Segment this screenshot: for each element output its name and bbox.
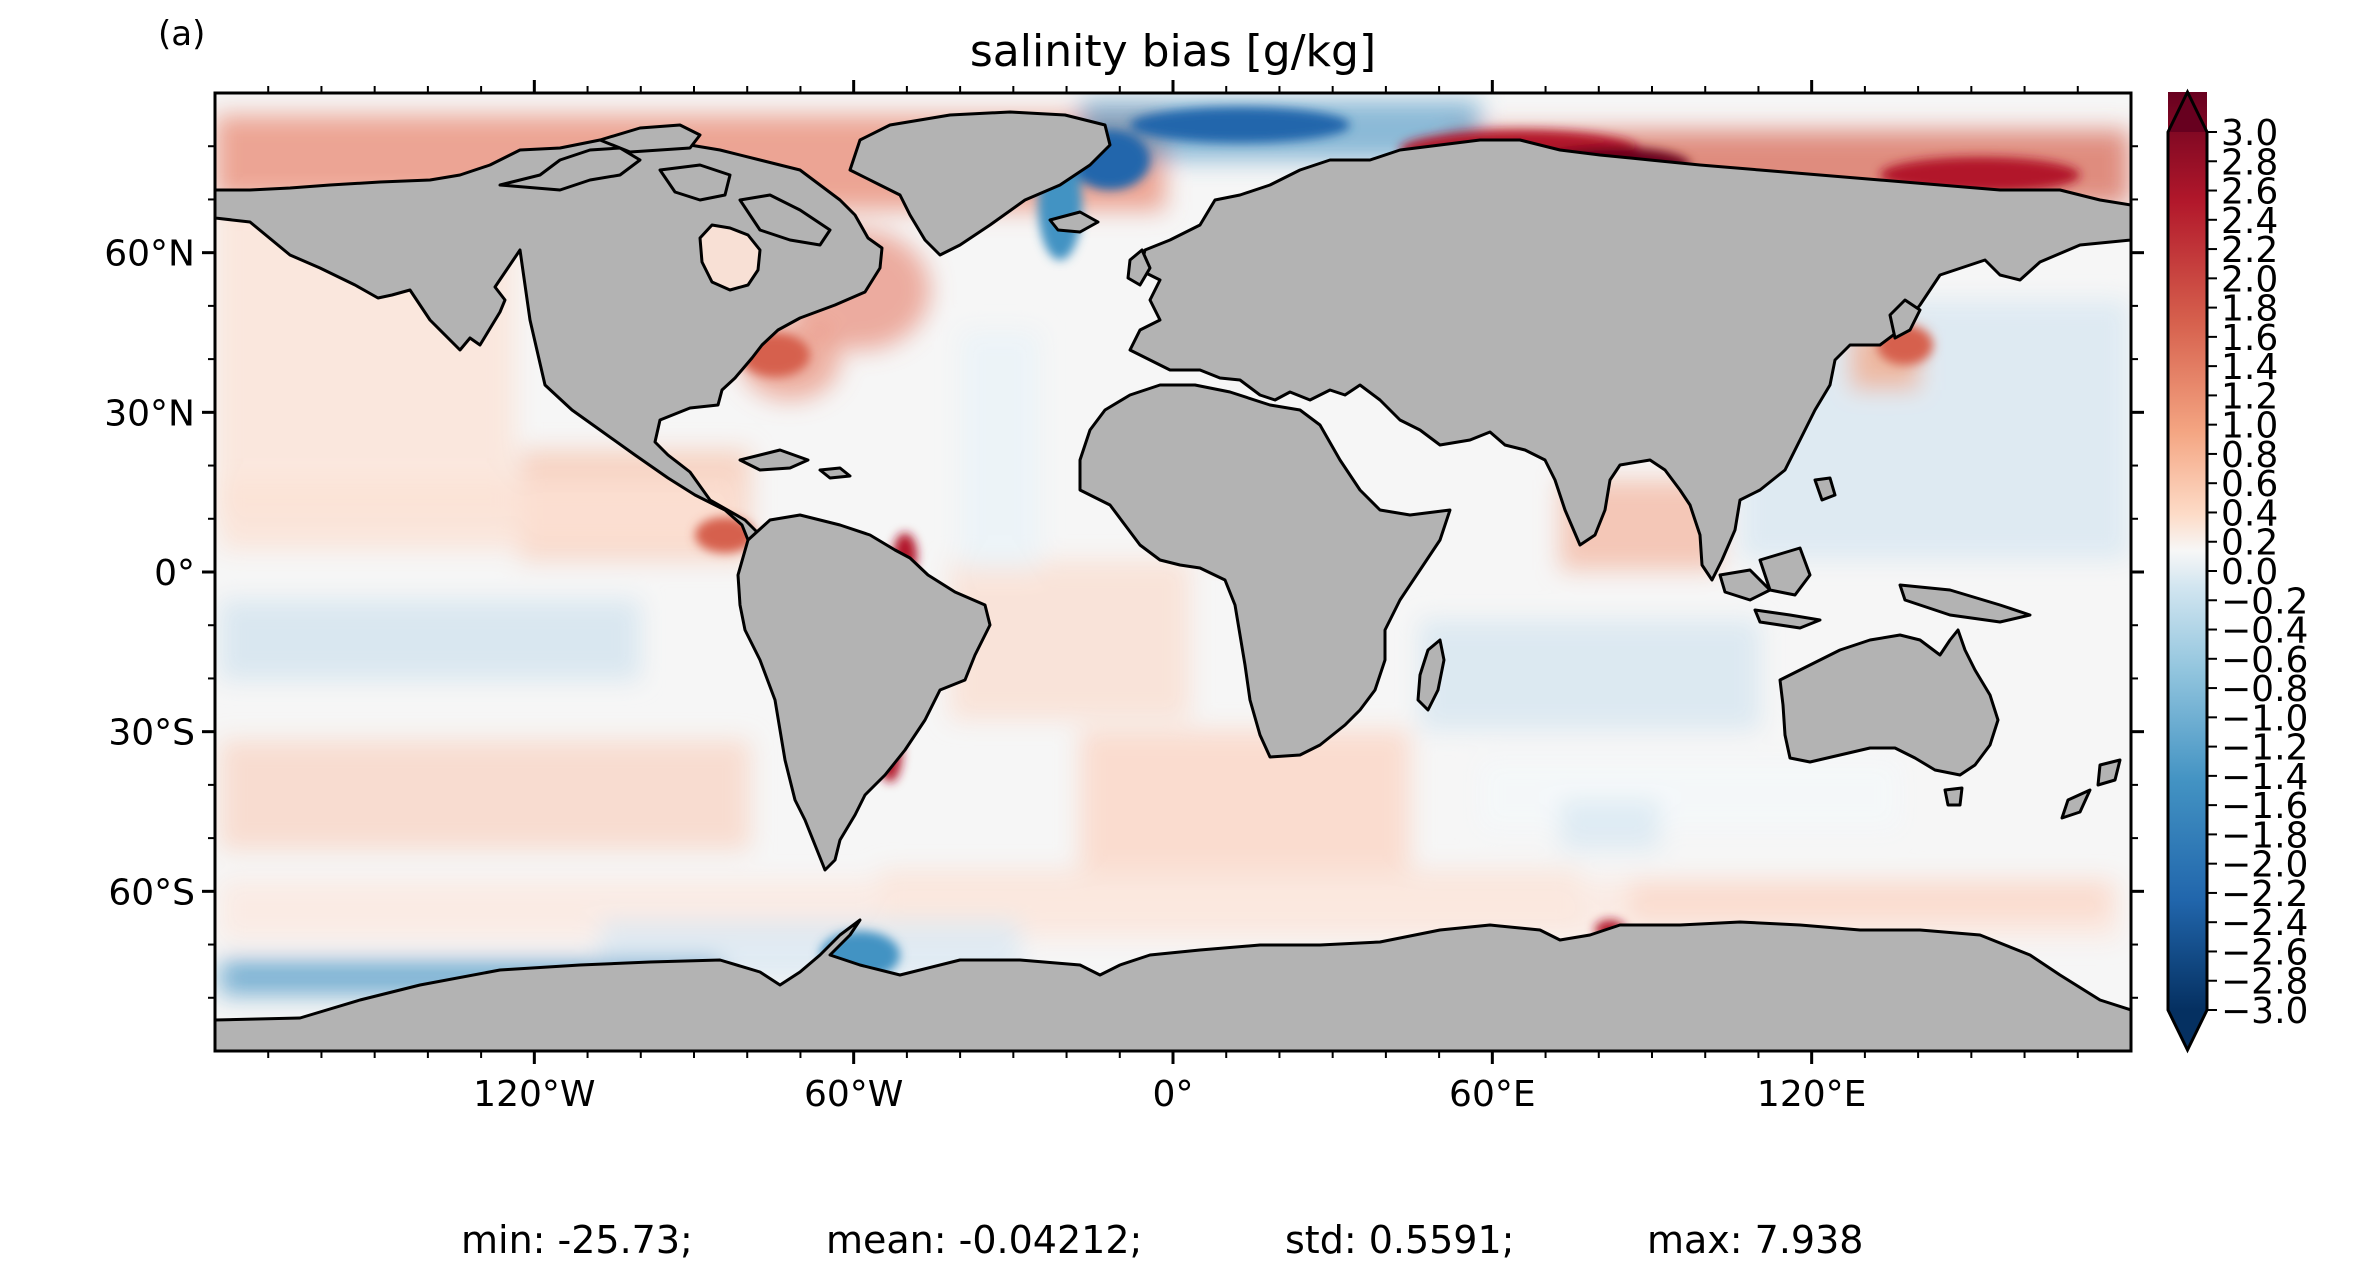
colorbar-tick-label: −2.0 bbox=[2221, 845, 2308, 886]
stat-std: std: 0.5591; bbox=[1285, 1218, 1514, 1262]
colorbar-tick-label: 1.2 bbox=[2221, 376, 2278, 417]
colorbar-tick-label: 0.4 bbox=[2221, 493, 2278, 534]
map-area bbox=[215, 93, 2131, 1051]
antarctica bbox=[215, 918, 2131, 1051]
colorbar-tick-label: −1.2 bbox=[2221, 728, 2308, 769]
colorbar-tick-label: −2.8 bbox=[2221, 962, 2308, 1003]
colorbar-tick-label: 0.6 bbox=[2221, 464, 2278, 505]
south-america bbox=[736, 513, 992, 872]
map-title: salinity bias [g/kg] bbox=[970, 26, 1376, 77]
lon-tick-label: 60°E bbox=[1449, 1074, 1536, 1115]
colorbar-ticks: 3.02.82.62.42.22.01.81.61.41.21.00.80.60… bbox=[2207, 113, 2308, 1032]
colorbar-tick-label: 2.2 bbox=[2221, 230, 2278, 271]
colorbar-tick-label: 0.8 bbox=[2221, 435, 2278, 476]
colorbar-tick-label: −2.6 bbox=[2221, 932, 2308, 973]
lon-tick-label: 60°W bbox=[804, 1074, 903, 1115]
colorbar-extend-min bbox=[2168, 1010, 2207, 1050]
colorbar-tick-label: −0.8 bbox=[2221, 669, 2308, 710]
map-axes: 120°W 60°W 0° 60°E 120°E 60°N 30°N 0° 30°S 60°S bbox=[104, 80, 2144, 1115]
colorbar-tick-label: −2.4 bbox=[2221, 903, 2308, 944]
lat-tick-label: 0° bbox=[154, 553, 195, 594]
colorbar-tick-label: 2.8 bbox=[2221, 142, 2278, 183]
stat-min: min: -25.73; bbox=[461, 1218, 693, 1262]
colorbar-tick-label: −0.4 bbox=[2221, 611, 2308, 652]
lon-tick-label: 120°W bbox=[473, 1074, 595, 1115]
summary-stats: min: -25.73; mean: -0.04212; std: 0.5591… bbox=[461, 1218, 1863, 1262]
colorbar-tick-label: 3.0 bbox=[2221, 113, 2278, 154]
colorbar-tick-label: −0.6 bbox=[2221, 640, 2308, 681]
colorbar-tick-label: −1.8 bbox=[2221, 815, 2308, 856]
colorbar-extend-max bbox=[2168, 92, 2207, 132]
colorbar-tick-label: −2.2 bbox=[2221, 874, 2308, 915]
arctic-archipelago bbox=[498, 146, 642, 192]
lat-tick-label: 30°N bbox=[104, 393, 195, 434]
colorbar-tick-label: 1.4 bbox=[2221, 347, 2278, 388]
colorbar-tick-label: 0.0 bbox=[2221, 552, 2278, 593]
lon-tick-label: 120°E bbox=[1757, 1074, 1866, 1115]
colorbar-tick-label: 2.0 bbox=[2221, 259, 2278, 300]
africa bbox=[1078, 383, 1452, 759]
colorbar bbox=[2166, 88, 2209, 1054]
panel-label: (a) bbox=[158, 14, 205, 54]
colorbar-tick-label: −3.0 bbox=[2221, 991, 2308, 1032]
colorbar-tick-label: −0.2 bbox=[2221, 581, 2308, 622]
lat-tick-label: 30°S bbox=[108, 713, 195, 754]
colorbar-tick-label: 0.2 bbox=[2221, 523, 2278, 564]
stat-mean: mean: -0.04212; bbox=[826, 1218, 1142, 1262]
colorbar-tick-label: 1.0 bbox=[2221, 406, 2278, 447]
greenland bbox=[848, 110, 1112, 257]
land bbox=[215, 110, 2131, 1051]
lat-tick-label: 60°N bbox=[104, 234, 195, 275]
hudson-bay bbox=[698, 223, 762, 292]
stat-max: max: 7.938 bbox=[1647, 1218, 1863, 1262]
colorbar-tick-label: 2.6 bbox=[2221, 172, 2278, 213]
colorbar-tick-label: 1.8 bbox=[2221, 289, 2278, 330]
lon-tick-label: 0° bbox=[1153, 1074, 1194, 1115]
madagascar bbox=[1416, 638, 1446, 712]
colorbar-body bbox=[2168, 92, 2207, 1010]
lat-tick-label: 60°S bbox=[108, 872, 195, 913]
colorbar-tick-label: −1.4 bbox=[2221, 757, 2308, 798]
colorbar-tick-label: 2.4 bbox=[2221, 201, 2278, 242]
colorbar-tick-label: 1.6 bbox=[2221, 318, 2278, 359]
colorbar-tick-label: −1.6 bbox=[2221, 786, 2308, 827]
colorbar-tick-label: −1.0 bbox=[2221, 698, 2308, 739]
australia bbox=[1778, 628, 2000, 777]
eurasia bbox=[1128, 138, 2131, 582]
